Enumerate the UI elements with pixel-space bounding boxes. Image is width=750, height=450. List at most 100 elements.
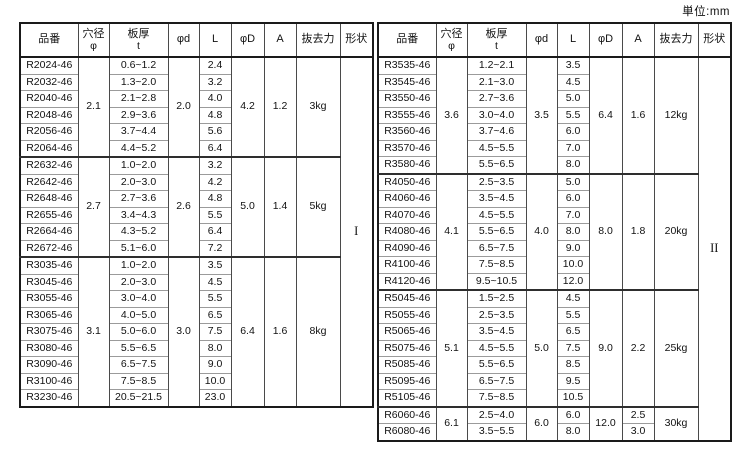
part-number-cell: R2664-46 [19,223,78,240]
length-cell: 7.5 [198,323,231,340]
part-number-cell: R5105-46 [377,389,436,407]
part-number-cell: R3065-46 [19,306,78,324]
pin-diameter-cell: 6.0 [525,405,557,441]
plate-thickness-cell: 1.3~2.0 [108,73,168,91]
table-row: R5045-46 5.1 1.5~2.5 5.0 4.5 9.0 2.2 25kg [377,289,731,407]
length-cell: 23.0 [198,389,231,407]
length-cell: 6.0 [556,405,589,424]
part-number-cell: R2642-46 [19,173,78,191]
header-part-number-label: 品番 [396,33,419,46]
extraction-force-cell: 3kg [295,56,340,157]
a-value-cell: 2.2 [621,289,654,407]
plate-thickness-cell: 7.5~8.5 [108,372,168,390]
header-shape-label: 形状 [703,33,726,46]
head-diameter-cell: 6.4 [588,56,622,174]
hole-diameter-cell: 3.1 [77,256,109,407]
length-cell: 5.5 [556,306,589,324]
table-row: R3045-46 2.0~3.0 4.5 [19,273,373,291]
extraction-force-cell: 8kg [295,256,340,407]
length-cell: 10.0 [198,372,231,390]
length-cell: 9.0 [198,356,231,373]
length-cell: 4.2 [198,173,231,191]
length-cell: 5.6 [198,123,231,140]
table-row: R3550-46 2.7~3.6 5.0 [377,90,731,107]
a-value-cell: 1.8 [621,172,654,290]
extraction-force-cell: 5kg [295,156,340,257]
table-row: R2056-46 3.7~4.4 5.6 [19,123,373,140]
plate-thickness-cell: 5.5~6.5 [466,356,526,373]
table-row: R2632-46 2.7 1.0~2.0 2.6 3.2 5.0 1.4 5kg [19,156,373,257]
header-part-number-label: 品番 [38,33,61,46]
table-row: R3035-46 3.1 1.0~2.0 3.0 3.5 6.4 1.6 8kg [19,256,373,407]
table-row: R3535-46 3.6 1.2~2.1 3.5 3.5 6.4 1.6 12kg II [377,56,731,441]
length-cell: 7.5 [556,339,589,357]
table-row: R2048-46 2.9~3.6 4.8 [19,106,373,124]
length-cell: 8.0 [198,339,231,357]
header-plate-thickness: 板厚 t [108,23,168,58]
plate-thickness-cell: 9.5~10.5 [466,272,526,290]
header-hole-diameter: 穴径 φ [77,23,109,58]
hole-diameter-cell: 6.1 [435,405,467,441]
part-number-cell: R3545-46 [377,73,436,91]
part-number-cell: R5075-46 [377,339,436,357]
a-value-cell: 1.2 [263,56,296,157]
length-cell: 5.5 [198,206,231,224]
part-number-cell: R2672-46 [19,239,78,257]
header-shape-label: 形状 [345,33,368,46]
length-cell: 3.2 [198,73,231,91]
header-pin-diameter-label: φd [176,33,191,46]
part-number-cell: R4120-46 [377,272,436,290]
header-plate-thickness-symbol: t [137,39,140,52]
extraction-force-cell: 12kg [653,56,698,174]
length-cell: 9.5 [556,372,589,390]
part-number-cell: R4050-46 [377,172,436,191]
part-number-cell: R2655-46 [19,206,78,224]
header-length: L [198,23,231,58]
header-length-label: L [211,33,219,46]
table-row: R3570-46 4.5~5.5 7.0 [377,139,731,157]
plate-thickness-cell: 2.1~3.0 [466,73,526,91]
part-number-cell: R6080-46 [377,423,436,441]
table-row: R4100-46 7.5~8.5 10.0 [377,256,731,273]
length-cell: 4.8 [198,190,231,207]
length-cell: 7.2 [198,239,231,257]
header-plate-thickness-label: 板厚 [485,27,508,40]
plate-thickness-cell: 3.7~4.4 [108,123,168,140]
table-row: R6060-46 6.1 2.5~4.0 6.0 6.0 12.0 2.5 30kg [377,405,731,441]
header-a-dimension-label: A [276,33,284,46]
part-number-cell: R2632-46 [19,156,78,174]
plate-thickness-cell: 2.1~2.8 [108,90,168,107]
plate-thickness-cell: 3.0~4.0 [466,106,526,124]
a-value-cell: 2.5 [621,405,654,424]
table-row: R2032-46 1.3~2.0 3.2 [19,73,373,91]
length-cell: 8.5 [556,356,589,373]
unit-label: 単位:mm [682,6,730,18]
plate-thickness-cell: 2.7~3.6 [466,90,526,107]
plate-thickness-cell: 4.5~5.5 [466,139,526,157]
plate-thickness-cell: 2.5~4.0 [466,405,526,424]
table-row: R3080-46 5.5~6.5 8.0 [19,339,373,357]
plate-thickness-cell: 1.2~2.1 [466,56,526,74]
shape-cell: I [339,56,373,407]
plate-thickness-cell: 1.0~2.0 [108,256,168,274]
length-cell: 6.5 [556,323,589,340]
head-diameter-cell: 6.4 [230,256,264,407]
table-row: R5095-46 6.5~7.5 9.5 [377,372,731,390]
length-cell: 10.0 [556,256,589,273]
plate-thickness-cell: 5.5~6.5 [466,156,526,174]
a-value-cell: 1.6 [621,56,654,174]
length-cell: 6.5 [198,306,231,324]
pin-diameter-cell: 2.0 [167,56,199,157]
header-plate-thickness-label: 板厚 [127,27,150,40]
table-row: R5055-46 2.5~3.5 5.5 [377,306,731,324]
length-cell: 5.5 [198,290,231,307]
part-number-cell: R3045-46 [19,273,78,291]
header-pin-diameter: φd [167,23,199,58]
pin-diameter-cell: 5.0 [525,289,557,407]
pin-diameter-cell: 2.6 [167,156,199,257]
header-head-diameter-label: φD [239,33,256,46]
length-cell: 9.0 [556,239,589,257]
header-a-dimension-label: A [634,33,642,46]
